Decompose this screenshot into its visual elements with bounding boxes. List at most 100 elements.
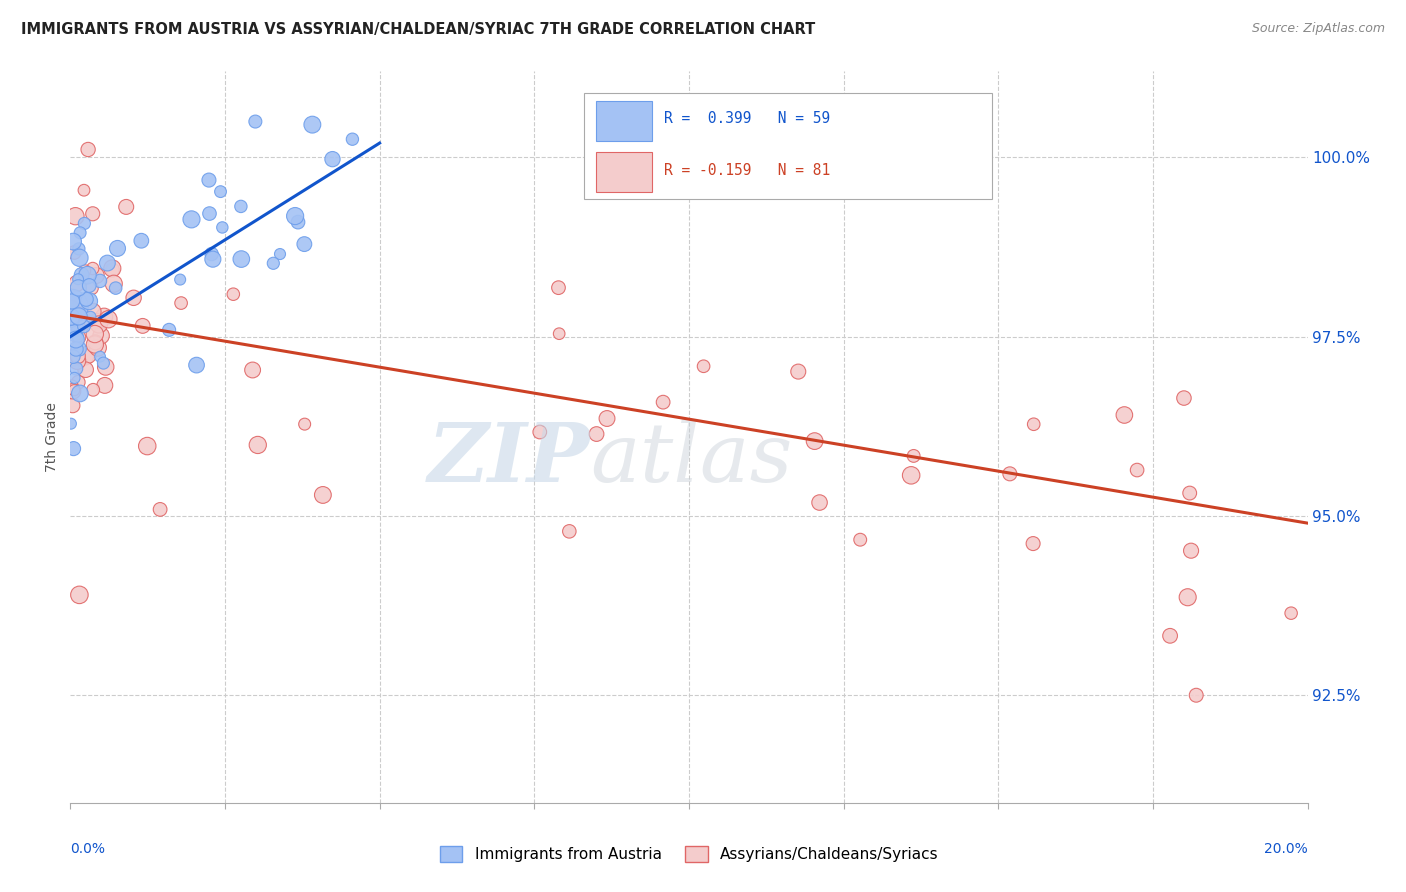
Point: [84, 268, 107, 283]
Point: [73, 183, 96, 197]
Point: [60, 299, 83, 313]
Point: [87, 318, 110, 332]
Point: [67, 310, 90, 324]
Point: [1177, 591, 1199, 605]
Point: [149, 502, 172, 516]
Point: [321, 152, 343, 166]
Point: [69, 226, 91, 240]
Point: [69, 386, 91, 401]
Point: [65, 342, 87, 356]
Point: [122, 291, 145, 305]
Point: [1159, 629, 1181, 643]
Point: [269, 247, 291, 261]
Point: [62, 351, 84, 365]
Point: [94, 359, 117, 374]
Point: [80, 281, 103, 295]
Point: [558, 524, 581, 539]
Point: [66, 349, 89, 363]
Point: [1022, 536, 1045, 550]
Point: [547, 280, 569, 294]
Point: [60, 312, 83, 326]
Point: [90, 328, 112, 343]
Text: R =  0.399   N = 59: R = 0.399 N = 59: [664, 112, 831, 127]
Point: [101, 261, 124, 276]
Point: [246, 438, 269, 452]
Point: [87, 341, 110, 355]
FancyBboxPatch shape: [583, 94, 993, 200]
Point: [59, 417, 82, 431]
Point: [1180, 543, 1202, 558]
Point: [585, 427, 607, 442]
Point: [66, 321, 89, 335]
Point: [1178, 486, 1201, 500]
Point: [67, 281, 90, 295]
Point: [548, 326, 571, 341]
FancyBboxPatch shape: [596, 101, 652, 141]
Point: [903, 449, 925, 463]
Point: [79, 310, 101, 324]
Text: ZIP: ZIP: [427, 419, 591, 499]
Point: [107, 241, 129, 255]
Point: [211, 220, 233, 235]
Point: [312, 488, 335, 502]
Point: [75, 292, 97, 306]
Point: [596, 411, 619, 425]
Point: [245, 114, 267, 128]
Point: [82, 383, 104, 397]
Point: [157, 323, 180, 337]
Point: [229, 199, 252, 213]
Point: [262, 256, 284, 270]
Point: [301, 118, 323, 132]
Point: [101, 262, 124, 277]
Point: [1114, 408, 1136, 422]
Point: [284, 209, 307, 223]
Point: [60, 294, 83, 309]
Point: [66, 354, 89, 368]
Point: [82, 261, 104, 276]
Point: [77, 278, 100, 293]
Text: IMMIGRANTS FROM AUSTRIA VS ASSYRIAN/CHALDEAN/SYRIAC 7TH GRADE CORRELATION CHART: IMMIGRANTS FROM AUSTRIA VS ASSYRIAN/CHAL…: [21, 22, 815, 37]
Point: [77, 294, 100, 309]
Text: atlas: atlas: [591, 419, 793, 499]
Point: [103, 277, 125, 291]
Point: [60, 379, 83, 393]
Legend: Immigrants from Austria, Assyrians/Chaldeans/Syriacs: Immigrants from Austria, Assyrians/Chald…: [433, 840, 945, 868]
Text: Source: ZipAtlas.com: Source: ZipAtlas.com: [1251, 22, 1385, 36]
Point: [82, 207, 104, 221]
Point: [62, 384, 84, 399]
Point: [65, 361, 87, 376]
Point: [1173, 391, 1195, 405]
Point: [62, 442, 84, 456]
Point: [180, 212, 202, 227]
Point: [67, 272, 90, 286]
Point: [62, 350, 84, 364]
Point: [70, 317, 93, 331]
Point: [63, 383, 86, 397]
Point: [73, 217, 96, 231]
Point: [60, 301, 83, 316]
Point: [69, 251, 91, 265]
Point: [808, 495, 831, 509]
Point: [294, 417, 316, 431]
Point: [89, 274, 111, 288]
Point: [93, 310, 115, 324]
Text: R = -0.159   N = 81: R = -0.159 N = 81: [664, 162, 831, 178]
Point: [67, 588, 90, 602]
Point: [75, 350, 97, 364]
Point: [1279, 606, 1302, 620]
Point: [222, 287, 245, 301]
Point: [62, 399, 84, 413]
Point: [170, 296, 193, 310]
Point: [97, 312, 120, 326]
Text: 20.0%: 20.0%: [1264, 842, 1308, 855]
Point: [104, 281, 127, 295]
Point: [77, 143, 100, 157]
Point: [86, 313, 108, 327]
Point: [65, 209, 87, 223]
Point: [242, 363, 264, 377]
Point: [83, 337, 105, 351]
Point: [136, 439, 159, 453]
Point: [342, 132, 364, 146]
FancyBboxPatch shape: [596, 152, 652, 192]
Point: [62, 235, 84, 249]
